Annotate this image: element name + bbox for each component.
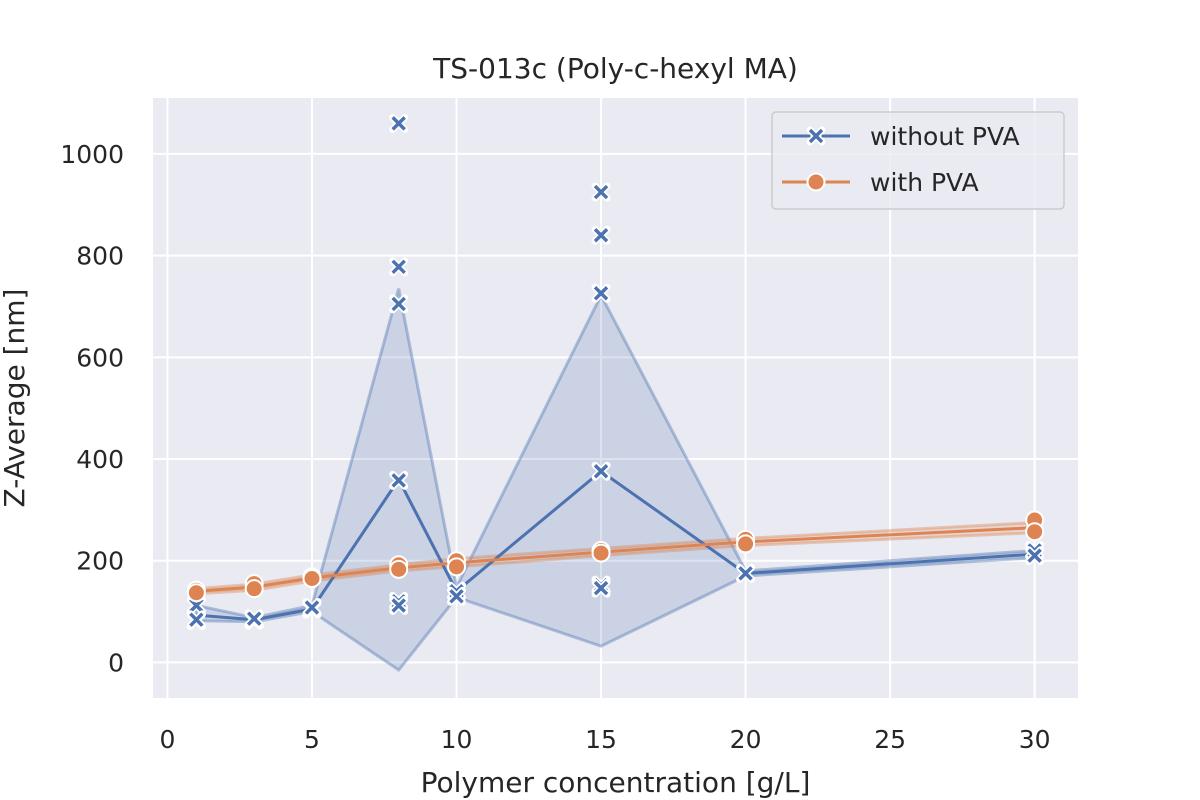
y-tick-labels: 0 200 400 600 800 1000 <box>60 140 124 677</box>
data-point <box>244 609 264 629</box>
x-tick-label: 5 <box>304 725 320 754</box>
data-point <box>389 257 409 277</box>
data-point <box>302 597 322 617</box>
data-point <box>389 113 409 133</box>
data-point <box>736 563 756 583</box>
data-point <box>244 579 264 599</box>
data-point <box>186 583 206 603</box>
x-tick-label: 20 <box>730 725 762 754</box>
x-tick-label: 15 <box>585 725 617 754</box>
data-point <box>1025 522 1045 542</box>
legend: without PVA with PVA <box>771 111 1065 210</box>
series-line <box>196 469 1035 622</box>
data-point <box>591 225 611 245</box>
data-point <box>389 595 409 615</box>
x-tick-labels: 0 5 10 15 20 25 30 <box>160 725 1051 754</box>
y-axis-label: Z-Average [nm] <box>0 289 31 508</box>
series-line <box>196 526 1035 593</box>
data-point <box>302 569 322 589</box>
data-point <box>447 586 467 606</box>
legend-marker <box>806 172 826 192</box>
data-point <box>591 543 611 563</box>
data-point <box>389 559 409 579</box>
data-point <box>447 557 467 577</box>
data-point <box>591 182 611 202</box>
data-point <box>186 610 206 630</box>
legend-marker <box>806 126 826 146</box>
x-tick-label: 0 <box>160 725 176 754</box>
legend-label: without PVA <box>870 122 1020 151</box>
data-point <box>389 294 409 314</box>
data-point <box>591 283 611 303</box>
y-tick-label: 800 <box>76 242 124 271</box>
x-tick-label: 10 <box>441 725 473 754</box>
x-tick-label: 25 <box>874 725 906 754</box>
x-axis-label: Polymer concentration [g/L] <box>421 766 811 799</box>
legend-label: with PVA <box>870 168 979 197</box>
data-point <box>1025 546 1045 566</box>
chart-title: TS-013c (Poly-c-hexyl MA) <box>432 52 798 85</box>
y-tick-label: 0 <box>108 648 124 677</box>
data-points <box>186 113 1045 631</box>
data-point <box>186 595 206 615</box>
y-tick-label: 600 <box>76 343 124 372</box>
y-tick-label: 200 <box>76 547 124 576</box>
data-point <box>591 578 611 598</box>
y-tick-label: 400 <box>76 445 124 474</box>
y-tick-label: 1000 <box>60 140 124 169</box>
series-lines <box>196 469 1035 622</box>
x-tick-label: 30 <box>1019 725 1051 754</box>
data-point <box>591 461 611 481</box>
grid-lines <box>153 98 1078 698</box>
data-point <box>736 534 756 554</box>
data-point <box>389 470 409 490</box>
